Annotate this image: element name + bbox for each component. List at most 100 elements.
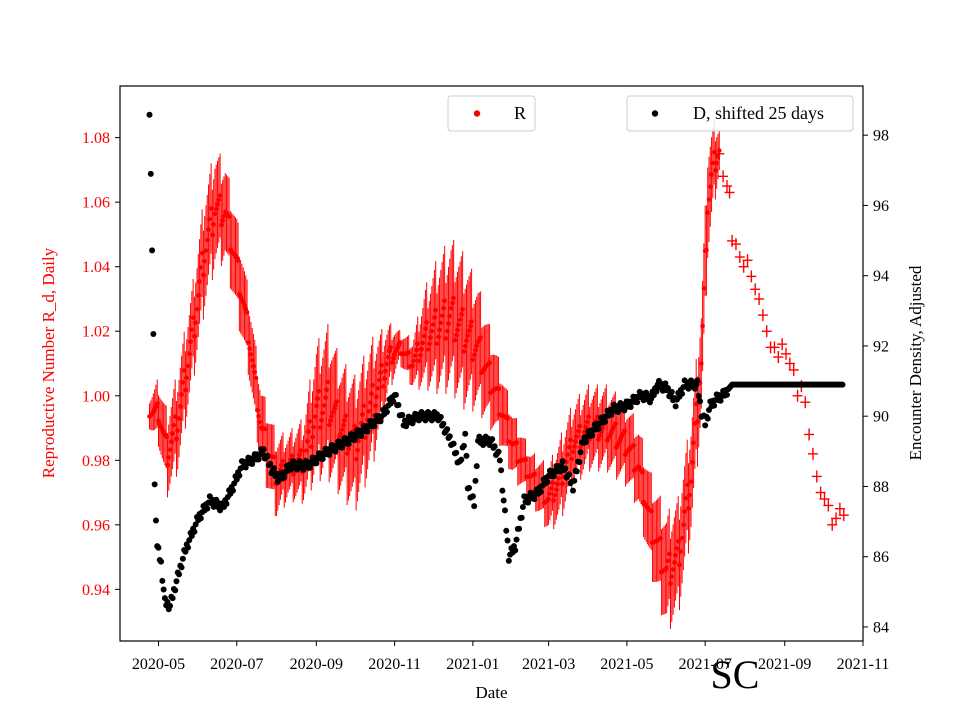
r-point xyxy=(235,258,241,263)
d-point xyxy=(319,456,326,463)
r-point xyxy=(565,452,571,457)
r-point xyxy=(552,492,558,498)
d-point xyxy=(608,411,615,418)
r-point xyxy=(437,327,442,333)
r-point xyxy=(551,498,557,503)
r-point xyxy=(684,482,690,488)
legend-r: R xyxy=(447,95,536,132)
d-point xyxy=(151,481,158,488)
d-point xyxy=(450,440,457,447)
r-point xyxy=(417,352,423,358)
r-point xyxy=(383,368,388,374)
r-point xyxy=(306,429,311,434)
r-point xyxy=(414,347,419,353)
x-tick-label: 2021-11 xyxy=(837,656,890,673)
r-plus-point xyxy=(781,347,792,360)
d-point xyxy=(351,437,358,444)
d-point xyxy=(679,390,686,397)
r-point xyxy=(554,487,559,492)
r-point xyxy=(548,486,554,491)
d-point xyxy=(167,602,174,609)
r-point xyxy=(578,445,583,450)
d-point xyxy=(267,460,274,467)
r-point xyxy=(446,321,451,326)
d-point xyxy=(371,423,378,430)
d-point xyxy=(653,388,660,395)
r-point xyxy=(514,440,519,445)
r-point xyxy=(176,416,182,421)
r-point xyxy=(195,293,201,298)
d-point xyxy=(339,444,346,451)
d-point xyxy=(544,479,551,486)
d-point xyxy=(466,484,473,491)
r-point xyxy=(421,333,427,339)
r-point xyxy=(184,375,190,381)
left-y-tick-label: 1.04 xyxy=(82,259,110,276)
left-y-tick-label: 0.98 xyxy=(82,453,110,470)
d-point xyxy=(505,557,512,564)
r-point xyxy=(700,323,705,329)
plot-frame xyxy=(119,85,864,642)
d-point xyxy=(172,587,179,594)
d-point xyxy=(711,402,718,409)
r-point xyxy=(428,335,433,340)
r-point xyxy=(442,298,447,304)
right-y-axis-title: Encounter Density, Adjusted xyxy=(906,265,925,460)
r-point xyxy=(305,439,310,444)
d-point xyxy=(249,460,256,467)
r-plus-point xyxy=(800,396,811,409)
r-point xyxy=(339,427,345,432)
r-point xyxy=(443,336,449,341)
r-point xyxy=(471,352,477,358)
d-point xyxy=(472,477,479,484)
r-point xyxy=(566,444,572,450)
x-tick-label: 2020-05 xyxy=(132,656,185,673)
r-point xyxy=(387,348,392,354)
r-point xyxy=(532,471,537,477)
r-point xyxy=(709,172,714,177)
d-point xyxy=(242,464,249,471)
d-point xyxy=(489,436,496,443)
r-point xyxy=(465,333,471,338)
left-y-tick-label: 1.02 xyxy=(82,324,110,341)
left-y-axis: 0.94 0.96 0.98 1.00 1.02 1.04 1.06 1.08 xyxy=(82,130,120,599)
r-point xyxy=(346,446,351,452)
r-plus-point xyxy=(718,170,729,183)
d-point xyxy=(504,537,511,544)
d-point xyxy=(518,514,525,521)
r-point xyxy=(419,346,424,352)
legend-r-box xyxy=(447,95,536,132)
r-point xyxy=(321,403,327,408)
d-point xyxy=(582,439,589,446)
r-point xyxy=(411,358,417,364)
d-point xyxy=(473,463,480,470)
r-point xyxy=(220,218,225,223)
d-point xyxy=(501,507,508,514)
r-point xyxy=(679,535,685,541)
r-point xyxy=(385,355,391,360)
r-point xyxy=(639,469,645,475)
r-point xyxy=(392,352,397,357)
r-point xyxy=(686,506,691,511)
r-plus-point xyxy=(807,447,818,460)
d-point xyxy=(403,423,410,430)
r-point xyxy=(547,491,553,497)
r-point xyxy=(523,457,528,463)
r-point xyxy=(253,375,259,381)
d-point xyxy=(577,449,584,456)
r-point xyxy=(324,387,329,393)
r-point xyxy=(343,413,349,419)
legend-d-box xyxy=(626,95,854,132)
r-point xyxy=(326,422,332,428)
d-point xyxy=(147,170,154,177)
r-point xyxy=(166,455,172,460)
r-point xyxy=(664,565,669,571)
r-point xyxy=(584,419,590,425)
r-point xyxy=(189,327,195,333)
r-point xyxy=(670,567,676,572)
r-point xyxy=(474,343,480,349)
x-tick-label: 2021-03 xyxy=(522,656,575,673)
x-axis: 2020-05 2020-07 2020-09 2020-11 2021-01 2021-… xyxy=(132,641,890,673)
r-point xyxy=(172,414,178,419)
r-point xyxy=(388,345,394,350)
